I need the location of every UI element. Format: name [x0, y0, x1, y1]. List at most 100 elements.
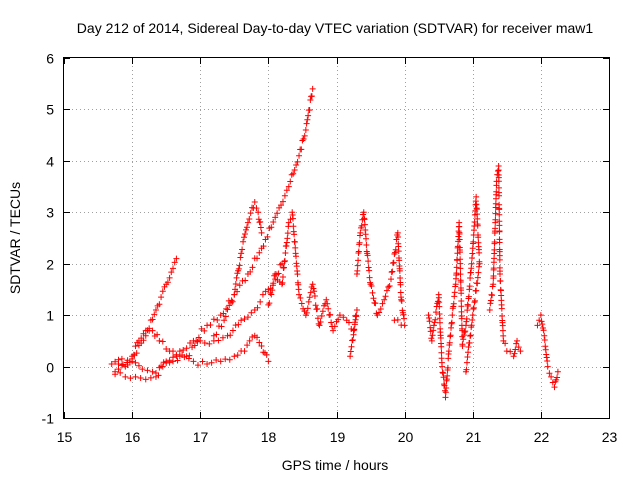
data-point [246, 337, 253, 344]
data-point [238, 317, 245, 324]
data-point [356, 239, 363, 246]
data-point [496, 192, 503, 199]
data-point [382, 293, 389, 300]
x-tick-label: 18 [261, 429, 277, 445]
data-point [474, 274, 481, 281]
data-point [314, 305, 321, 312]
data-point [304, 116, 311, 123]
data-point [465, 349, 472, 356]
data-point [487, 297, 494, 304]
x-tick-label: 23 [602, 429, 618, 445]
data-point [363, 235, 370, 242]
data-point [300, 136, 307, 143]
data-point [213, 357, 220, 364]
data-point [330, 327, 337, 334]
data-point [426, 318, 433, 325]
data-point [256, 339, 263, 346]
data-point [168, 269, 175, 276]
data-point [355, 257, 362, 264]
data-point [467, 332, 474, 339]
data-point [156, 337, 163, 344]
data-point [279, 279, 286, 286]
data-point [472, 297, 479, 304]
data-point [268, 291, 275, 298]
data-point [308, 93, 315, 100]
data-point [191, 342, 198, 349]
data-point [112, 368, 119, 375]
data-point [534, 322, 541, 329]
data-point [340, 314, 347, 321]
data-point [502, 340, 509, 347]
data-point [401, 315, 408, 322]
data-point [279, 273, 286, 280]
data-point [249, 264, 256, 271]
data-point [398, 322, 405, 329]
data-point [311, 288, 318, 295]
data-point [460, 336, 467, 343]
data-point [442, 394, 449, 401]
data-point [351, 321, 358, 328]
data-point [456, 236, 463, 243]
data-point [324, 300, 331, 307]
data-point [142, 332, 149, 339]
data-point [498, 305, 505, 312]
data-point [226, 356, 233, 363]
data-point [242, 277, 249, 284]
data-point [197, 337, 204, 344]
data-point [539, 321, 546, 328]
data-point [432, 316, 439, 323]
data-point [511, 350, 518, 357]
data-point [255, 209, 262, 216]
data-point [497, 287, 504, 294]
data-point [486, 307, 493, 313]
data-point [215, 337, 222, 344]
data-point [291, 167, 298, 174]
data-point [217, 358, 224, 365]
data-point [468, 324, 475, 331]
data-point [151, 311, 158, 318]
data-point [255, 216, 262, 223]
data-point [425, 312, 432, 319]
data-point [317, 318, 324, 325]
data-point [201, 327, 208, 334]
data-point [448, 319, 455, 326]
data-point [354, 267, 361, 274]
data-point [436, 303, 443, 310]
data-point [472, 287, 479, 294]
data-point [305, 298, 312, 305]
data-point [298, 146, 305, 153]
data-point [476, 249, 483, 256]
data-point [253, 205, 260, 212]
data-point [426, 314, 433, 321]
data-point [470, 305, 477, 312]
data-point [241, 234, 248, 241]
data-point [517, 348, 524, 355]
data-point [494, 168, 501, 175]
grid [64, 58, 609, 418]
data-point [497, 271, 503, 277]
data-point [436, 319, 443, 326]
y-tick-label: 0 [46, 360, 54, 376]
data-point [287, 178, 294, 185]
data-point [457, 265, 464, 272]
data-point [199, 358, 206, 365]
data-point [303, 309, 310, 316]
data-point [242, 231, 249, 238]
data-point [204, 361, 211, 367]
data-point [298, 300, 305, 307]
data-point [453, 264, 460, 271]
data-point [237, 254, 244, 261]
data-point [231, 291, 238, 298]
data-point [354, 262, 361, 269]
x-tick-label: 21 [466, 429, 482, 445]
data-point [318, 313, 325, 320]
data-point [243, 224, 250, 231]
data-point [465, 293, 472, 300]
data-point [210, 316, 217, 323]
data-point [452, 281, 459, 288]
data-point [163, 346, 170, 353]
data-point [435, 298, 442, 305]
data-point [272, 214, 279, 221]
data-point [264, 233, 271, 240]
data-point [236, 282, 243, 289]
